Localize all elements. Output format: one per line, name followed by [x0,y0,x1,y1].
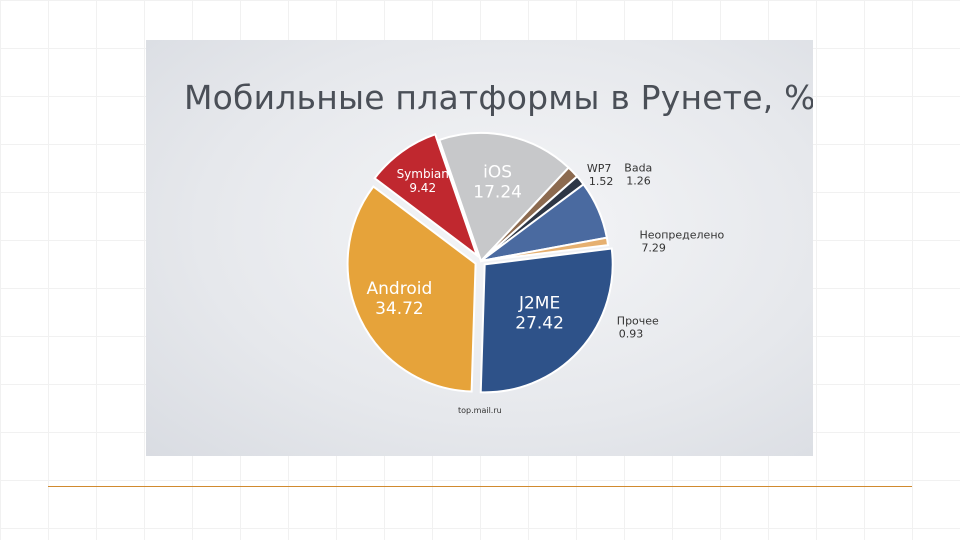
pie-slice-android [346,185,477,393]
chart-image: Мобильные платформы в Рунете, % iOS 17.24… [146,40,813,456]
slice-label-ios: iOS [483,162,512,182]
pie-slice-symbian [373,133,479,259]
slice-value-wp7: 1.52 [589,175,614,188]
slice-label-неопределено: Неопределено [639,229,724,242]
slice-label-bada: Bada [624,161,652,174]
slice-label-symbian: Symbian [397,167,449,181]
pie-slice-ios [438,132,571,263]
slice-value-ios: 17.24 [473,182,522,202]
slice-value-android: 34.72 [375,299,424,319]
chart-source: top.mail.ru [458,406,502,415]
slice-label-wp7: WP7 [587,162,612,175]
slice-value-bada: 1.26 [626,174,651,187]
footer-divider [48,486,912,487]
pie-slice-j2me [479,247,614,394]
slice-value-прочее: 0.93 [619,328,644,341]
pie-slice-прочее [480,236,610,262]
slice-label-android: Android [367,279,433,299]
slice-value-неопределено: 7.29 [641,242,666,255]
slice-label-прочее: Прочее [617,315,659,328]
slice-value-j2me: 27.42 [515,313,564,333]
slice-value-symbian: 9.42 [409,181,436,195]
chart-title: Мобильные платформы в Рунете, % [184,78,813,117]
slice-label-j2me: J2ME [518,293,560,313]
